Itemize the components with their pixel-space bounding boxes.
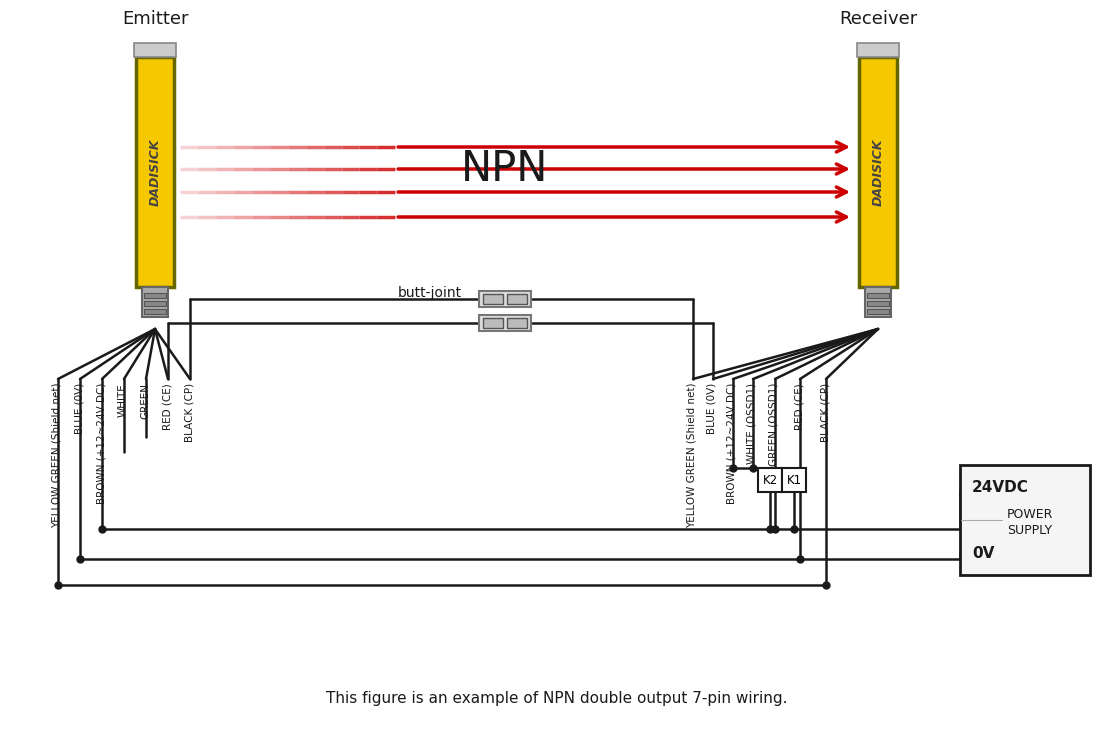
Bar [960,465,1089,575]
Text: This figure is an example of NPN double output 7-pin wiring.: This figure is an example of NPN double … [326,692,788,707]
Bar [483,294,504,304]
Bar [867,293,889,298]
Text: WHITE (OSSD1): WHITE (OSSD1) [747,383,758,464]
Bar [507,294,527,304]
Text: DADISICK: DADISICK [148,138,162,205]
Bar [507,318,527,328]
Text: BROWN (+12~24V DC): BROWN (+12~24V DC) [727,383,737,504]
Text: YELLOW GREEN (Shield net): YELLOW GREEN (Shield net) [687,383,697,528]
Bar [479,315,531,331]
Text: YELLOW GREEN (Shield net): YELLOW GREEN (Shield net) [52,383,62,528]
Text: K1: K1 [786,474,802,486]
Text: BROWN (+12~24V DC): BROWN (+12~24V DC) [96,383,106,504]
Text: K2: K2 [762,474,778,486]
Text: Receiver: Receiver [839,10,917,28]
Bar [144,301,166,306]
Text: BLUE (0V): BLUE (0V) [707,383,717,434]
Text: Emitter: Emitter [121,10,188,28]
Bar [867,301,889,306]
Text: POWER: POWER [1007,507,1053,521]
Bar [134,43,176,57]
Text: GREEN: GREEN [140,383,150,419]
Text: WHITE: WHITE [118,383,128,417]
Bar [483,318,504,328]
Bar [864,287,891,317]
Bar [141,287,168,317]
Text: NPN: NPN [461,148,549,190]
Text: BLUE (0V): BLUE (0V) [74,383,84,434]
Text: DADISICK: DADISICK [871,138,885,205]
Bar [857,43,899,57]
Text: SUPPLY: SUPPLY [1007,524,1053,536]
Text: butt-joint: butt-joint [398,286,462,300]
Bar [782,468,807,492]
Bar [144,293,166,298]
Bar [136,57,174,287]
Text: BLACK (CP): BLACK (CP) [820,383,830,442]
Bar [144,309,166,314]
Text: 0V: 0V [973,545,995,560]
Text: GREEN (OSSD1): GREEN (OSSD1) [769,383,779,466]
Text: RED (CE): RED (CE) [794,383,804,430]
Bar [758,468,782,492]
Text: 24VDC: 24VDC [973,480,1029,495]
Bar [859,57,897,287]
Text: RED (CE): RED (CE) [162,383,172,430]
Bar [479,291,531,307]
Bar [867,309,889,314]
Text: BLACK (CP): BLACK (CP) [184,383,194,442]
